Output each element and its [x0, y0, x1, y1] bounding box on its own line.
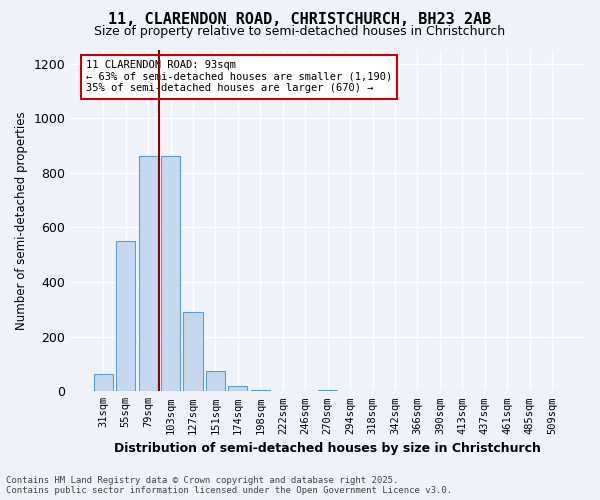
Text: 11, CLARENDON ROAD, CHRISTCHURCH, BH23 2AB: 11, CLARENDON ROAD, CHRISTCHURCH, BH23 2… — [109, 12, 491, 28]
Text: 11 CLARENDON ROAD: 93sqm
← 63% of semi-detached houses are smaller (1,190)
35% o: 11 CLARENDON ROAD: 93sqm ← 63% of semi-d… — [86, 60, 392, 94]
Text: Size of property relative to semi-detached houses in Christchurch: Size of property relative to semi-detach… — [94, 25, 506, 38]
Bar — [116, 241, 135, 392]
Bar — [184, 312, 203, 392]
Text: Contains HM Land Registry data © Crown copyright and database right 2025.
Contai: Contains HM Land Registry data © Crown c… — [6, 476, 452, 495]
Bar — [206, 371, 225, 392]
Bar — [229, 386, 247, 392]
Bar — [139, 156, 158, 392]
Bar — [318, 390, 337, 392]
X-axis label: Distribution of semi-detached houses by size in Christchurch: Distribution of semi-detached houses by … — [114, 442, 541, 455]
Y-axis label: Number of semi-detached properties: Number of semi-detached properties — [15, 112, 28, 330]
Bar — [161, 156, 180, 392]
Bar — [251, 390, 270, 392]
Bar — [94, 374, 113, 392]
